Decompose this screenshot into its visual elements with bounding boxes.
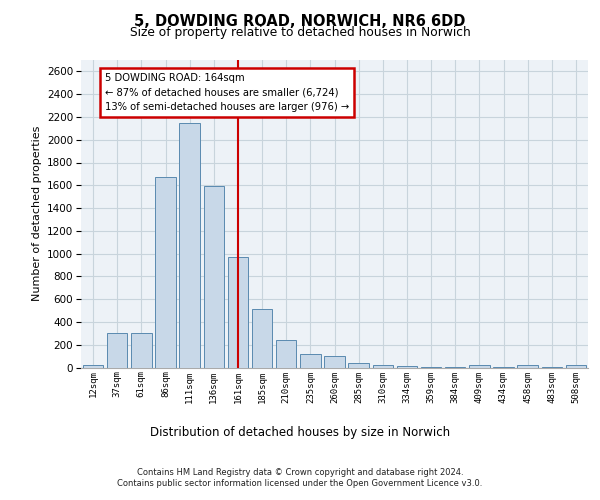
Bar [227,257,248,368]
Bar [252,310,272,368]
Bar [107,334,127,368]
Bar [469,365,490,368]
Bar [300,354,320,368]
Bar [445,367,466,368]
Bar [131,334,152,368]
Bar [397,366,417,368]
Text: Contains HM Land Registry data © Crown copyright and database right 2024.: Contains HM Land Registry data © Crown c… [137,468,463,477]
Text: Contains public sector information licensed under the Open Government Licence v3: Contains public sector information licen… [118,480,482,488]
Bar [517,365,538,368]
Bar [83,365,103,368]
Text: Distribution of detached houses by size in Norwich: Distribution of detached houses by size … [150,426,450,439]
Bar [203,186,224,368]
Bar [349,363,369,368]
Bar [179,122,200,368]
Bar [276,340,296,367]
Bar [566,365,586,368]
Bar [373,364,393,368]
Y-axis label: Number of detached properties: Number of detached properties [32,126,41,302]
Bar [493,367,514,368]
Text: 5 DOWDING ROAD: 164sqm
← 87% of detached houses are smaller (6,724)
13% of semi-: 5 DOWDING ROAD: 164sqm ← 87% of detached… [105,72,349,112]
Text: 5, DOWDING ROAD, NORWICH, NR6 6DD: 5, DOWDING ROAD, NORWICH, NR6 6DD [134,14,466,28]
Text: Size of property relative to detached houses in Norwich: Size of property relative to detached ho… [130,26,470,39]
Bar [421,367,442,368]
Bar [324,356,345,368]
Bar [155,178,176,368]
Bar [542,367,562,368]
